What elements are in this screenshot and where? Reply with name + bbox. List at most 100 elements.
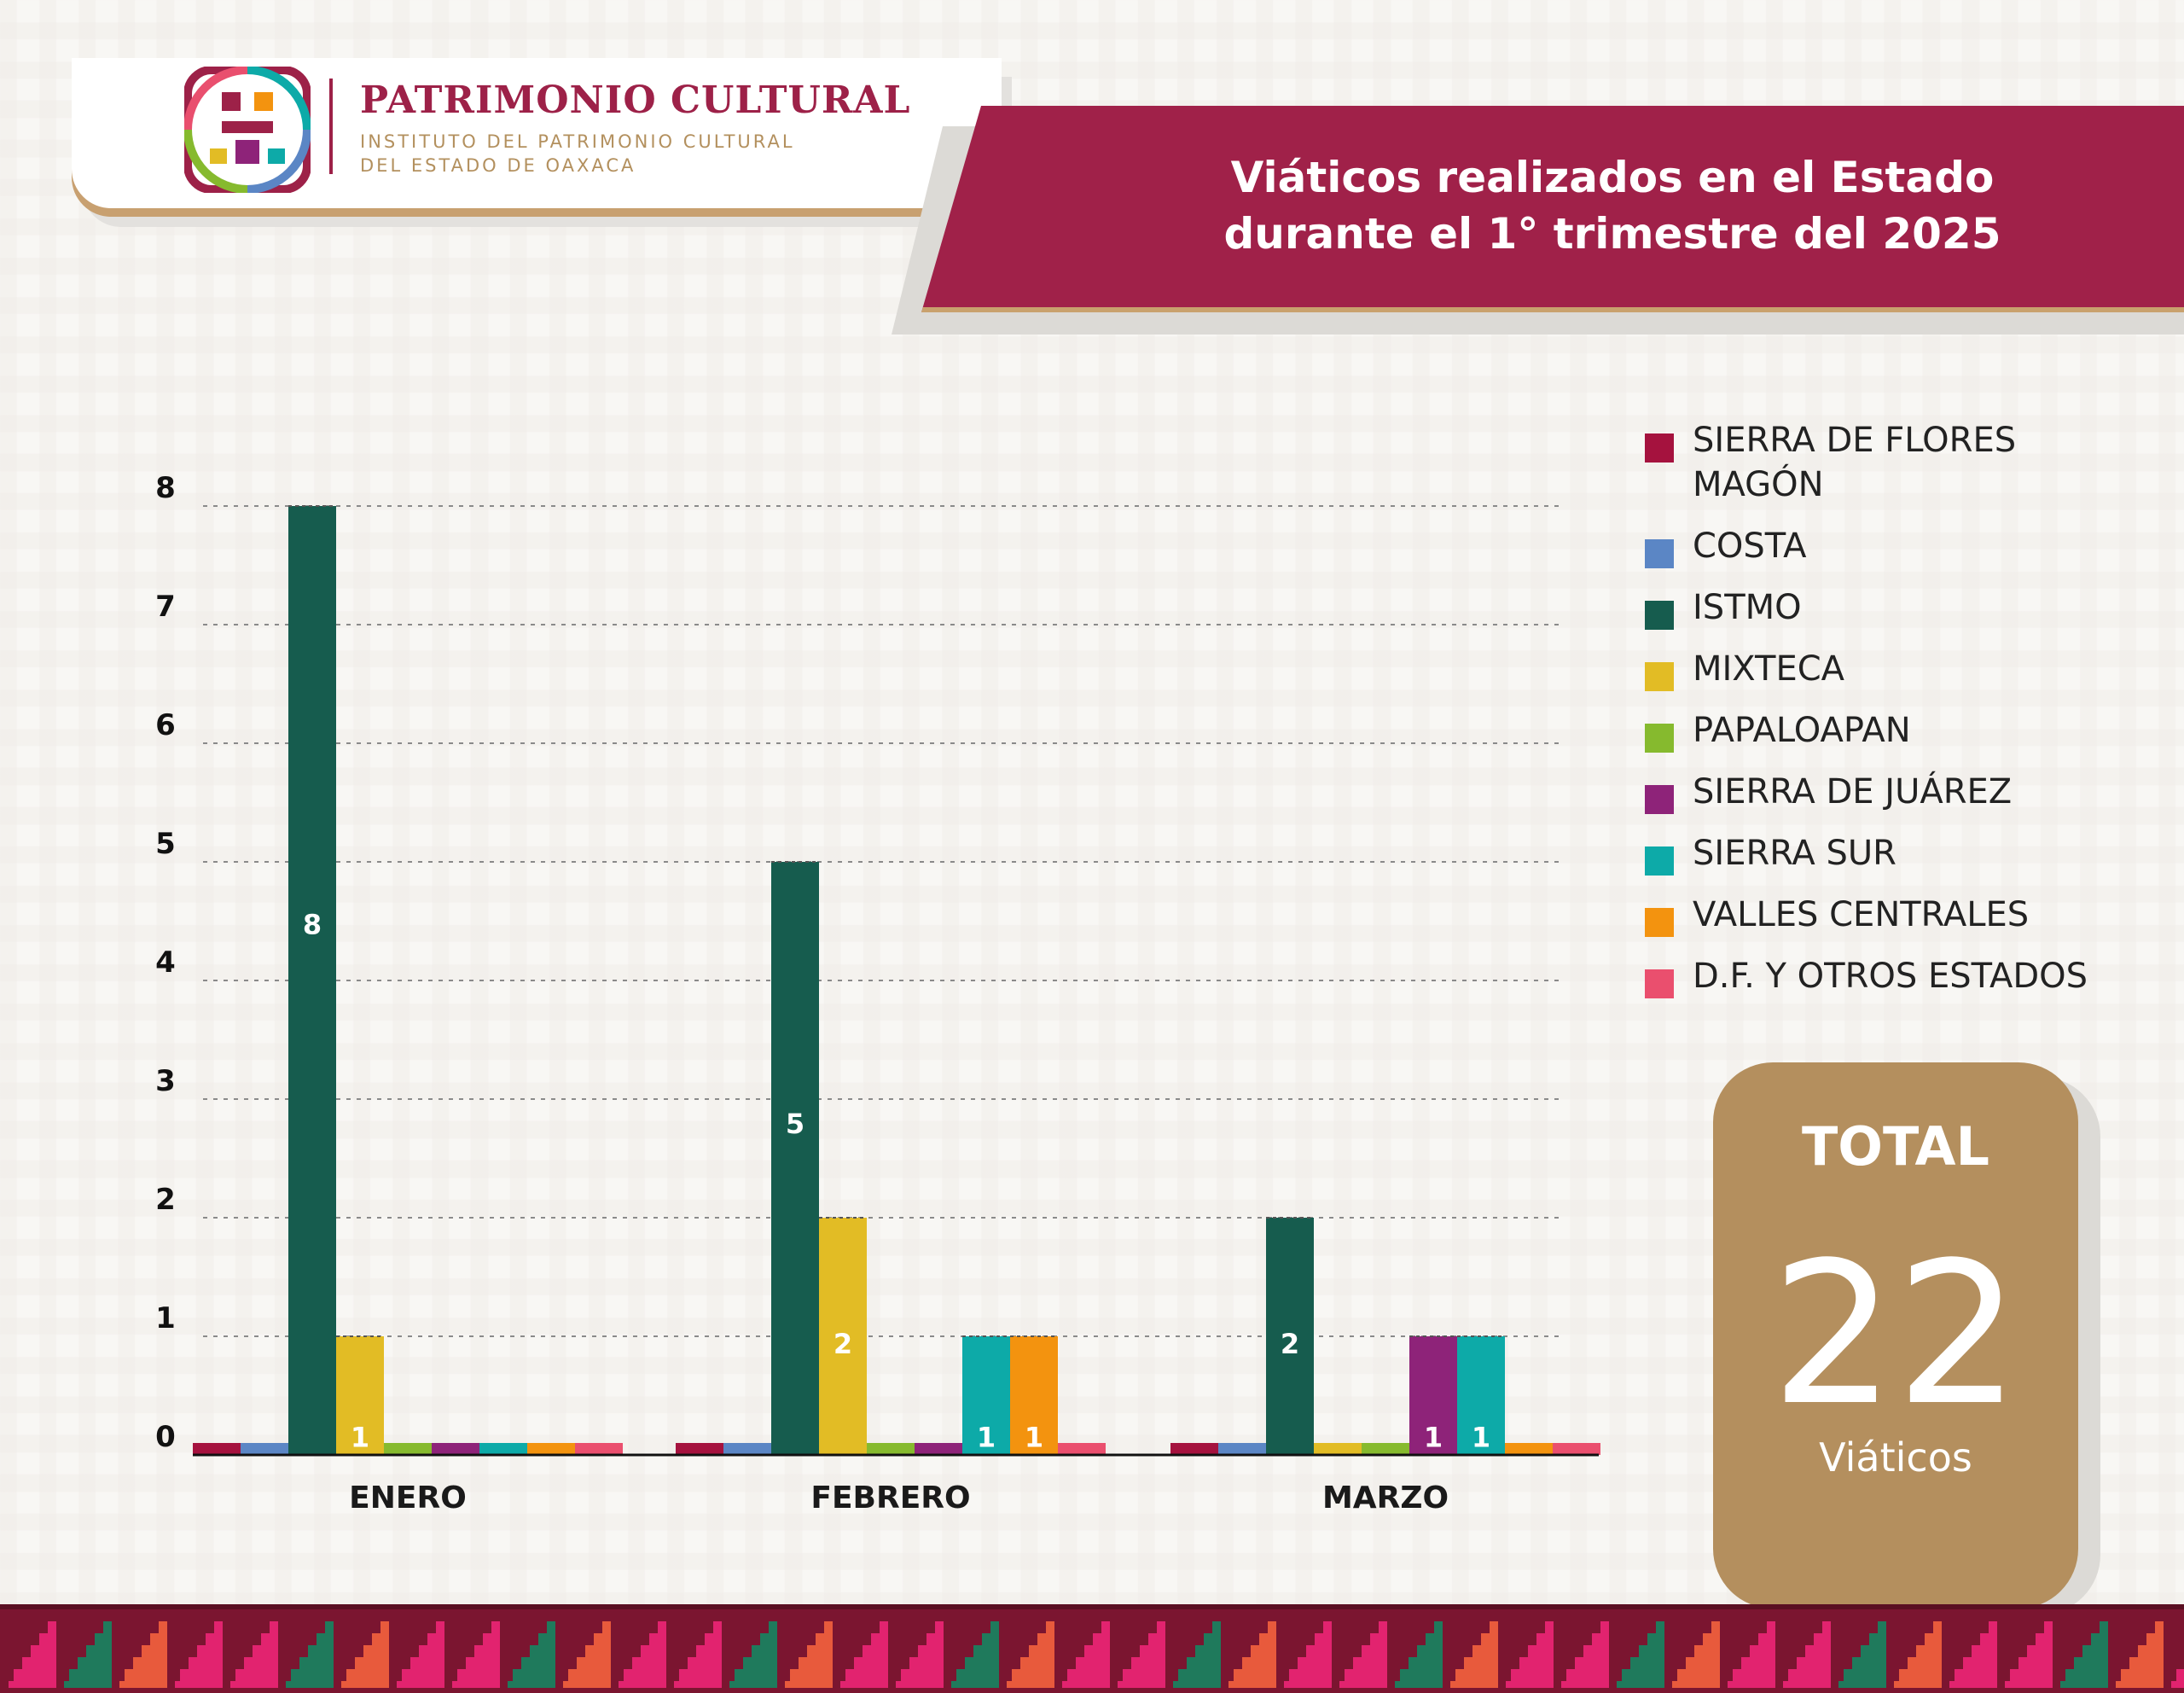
legend-label: MIXTECA <box>1693 649 1845 689</box>
legend-item: PAPALOAPAN <box>1645 708 2157 753</box>
bar <box>676 1443 723 1455</box>
bar <box>723 1443 771 1455</box>
chart-legend: SIERRA DE FLORES MAGÓN COSTA ISTMO MIXTECA P… <box>1645 418 2157 1015</box>
bar <box>1409 1336 1457 1455</box>
legend-item: SIERRA DE JUÁREZ <box>1645 770 2157 814</box>
legend-swatch <box>1645 846 1674 876</box>
x-category-label: FEBRERO <box>810 1481 970 1516</box>
band-step-shape <box>1506 1621 1554 1688</box>
band-step-shape <box>1561 1621 1609 1688</box>
legend-swatch <box>1645 724 1674 753</box>
page-title: Viáticos realizados en el Estado durante… <box>1101 149 2124 262</box>
legend-item: D.F. Y OTROS ESTADOS <box>1645 954 2157 998</box>
legend-swatch <box>1645 662 1674 691</box>
data-label: 1 <box>1424 1422 1443 1454</box>
x-category-label: ENERO <box>349 1481 467 1516</box>
data-label: 2 <box>1281 1328 1299 1360</box>
bar <box>915 1443 962 1455</box>
logo-subtitle-line1: INSTITUTO DEL PATRIMONIO CULTURAL <box>360 131 795 152</box>
data-label: 8 <box>303 908 322 940</box>
band-step-shape <box>1728 1621 1775 1688</box>
bar <box>819 1218 867 1455</box>
band-step-shape <box>1617 1621 1664 1688</box>
bar <box>867 1443 915 1455</box>
data-label: 5 <box>786 1108 804 1140</box>
bar <box>1010 1336 1058 1455</box>
band-step-shape <box>230 1621 278 1688</box>
total-unit: Viáticos <box>1819 1434 1972 1481</box>
bar <box>288 506 336 1455</box>
bar <box>771 862 819 1455</box>
legend-item: VALLES CENTRALES <box>1645 893 2157 937</box>
total-label: TOTAL <box>1802 1115 1989 1178</box>
legend-label: SIERRA DE JUÁREZ <box>1693 772 2013 812</box>
bar <box>527 1443 575 1455</box>
bar <box>1505 1443 1553 1455</box>
bar <box>1170 1443 1218 1455</box>
data-label: 1 <box>1025 1422 1043 1454</box>
band-step-shape <box>2116 1621 2164 1688</box>
band-step-shape <box>175 1621 223 1688</box>
band-step-shape <box>9 1621 56 1688</box>
page-title-line2: durante el 1° trimestre del 2025 <box>1223 209 2001 259</box>
band-step-shape <box>397 1621 444 1688</box>
data-label: 2 <box>834 1328 852 1360</box>
band-step-shape <box>1339 1621 1387 1688</box>
y-tick-label: 7 <box>155 590 176 624</box>
chart-gridlines <box>203 505 1561 1337</box>
band-step-shape <box>2005 1621 2053 1688</box>
band-step-shape <box>896 1621 944 1688</box>
bar <box>962 1336 1010 1455</box>
legend-swatch <box>1645 433 1674 463</box>
y-tick-label: 8 <box>155 471 176 505</box>
band-step-shape <box>2060 1621 2108 1688</box>
y-tick-label: 3 <box>155 1064 176 1098</box>
band-step-shape <box>951 1621 999 1688</box>
y-tick-label: 4 <box>155 945 176 980</box>
bar <box>1058 1443 1106 1455</box>
y-tick-label: 2 <box>155 1183 176 1217</box>
bar <box>193 1443 241 1455</box>
x-axis-categories: ENERO FEBRERO MARZO <box>349 1481 1449 1516</box>
legend-label: SIERRA SUR <box>1693 834 1896 873</box>
legend-label: PAPALOAPAN <box>1693 711 1911 750</box>
bar <box>479 1443 527 1455</box>
legend-label: SIERRA DE FLORES MAGÓN <box>1693 421 2017 504</box>
band-step-shape <box>785 1621 833 1688</box>
logo-card: PATRIMONIO CULTURAL INSTITUTO DEL PATRIM… <box>72 58 1002 208</box>
band-step-shape <box>1672 1621 1720 1688</box>
header-banner <box>921 106 2184 312</box>
y-axis-ticks: 0 1 2 3 4 5 6 7 8 <box>155 471 176 1454</box>
bar <box>1553 1443 1600 1455</box>
bar <box>1457 1336 1505 1455</box>
band-step-shape <box>1783 1621 1831 1688</box>
legend-item: SIERRA SUR <box>1645 831 2157 876</box>
band-step-shape <box>729 1621 777 1688</box>
legend-item: COSTA <box>1645 524 2157 568</box>
legend-swatch <box>1645 969 1674 998</box>
bar <box>241 1443 288 1455</box>
bar <box>1218 1443 1266 1455</box>
legend-label: D.F. Y OTROS ESTADOS <box>1693 957 2088 996</box>
y-tick-label: 1 <box>155 1301 176 1335</box>
legend-label: COSTA <box>1693 527 1807 566</box>
bar <box>1266 1218 1314 1455</box>
bar <box>432 1443 479 1455</box>
data-label: 1 <box>351 1422 369 1454</box>
logo-subtitle-line2: DEL ESTADO DE OAXACA <box>360 155 636 176</box>
band-step-shape <box>674 1621 722 1688</box>
band-step-shape <box>1949 1621 1997 1688</box>
legend-item: ISTMO <box>1645 585 2157 630</box>
legend-label: VALLES CENTRALES <box>1693 895 2030 934</box>
band-step-shape <box>2171 1669 2184 1688</box>
chart-bars <box>193 505 1600 1457</box>
data-label: 1 <box>977 1422 996 1454</box>
band-step-shape <box>1284 1621 1332 1688</box>
legend-label: ISTMO <box>1693 588 1802 627</box>
institute-logo-icon <box>184 67 311 193</box>
legend-swatch <box>1645 785 1674 814</box>
y-tick-label: 5 <box>155 827 176 861</box>
bar <box>1362 1443 1409 1455</box>
band-step-shape <box>1062 1621 1110 1688</box>
